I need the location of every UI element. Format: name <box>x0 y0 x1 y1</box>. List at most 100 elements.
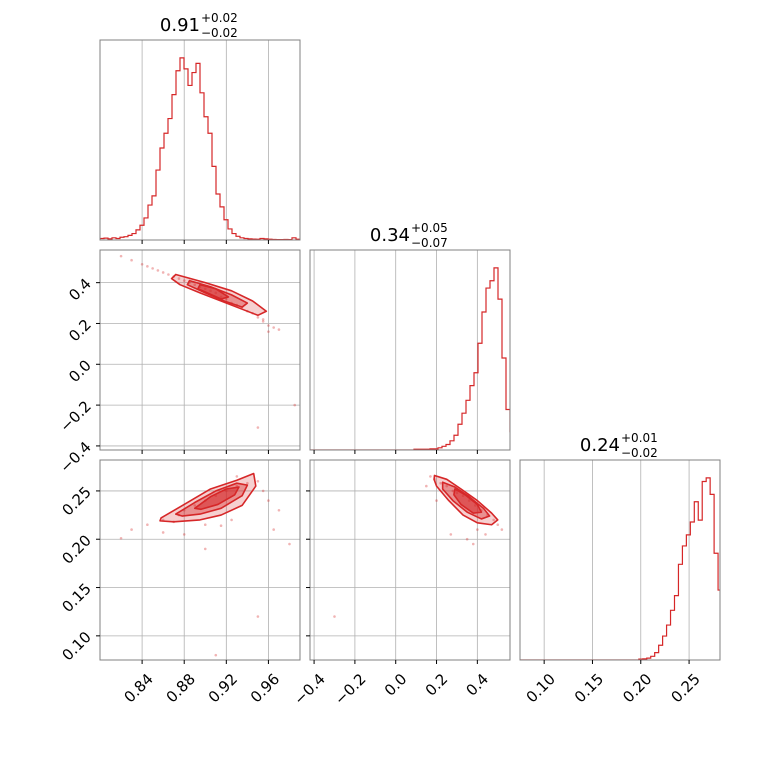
sample-point <box>167 273 170 276</box>
sample-point <box>182 279 186 282</box>
sample-point <box>429 475 432 478</box>
histogram-param-2 <box>309 249 511 454</box>
panel-frame <box>309 249 511 451</box>
sample-point <box>214 291 218 295</box>
x-tick-label: 0.25 <box>667 670 703 706</box>
y-tick-label: −0.2 <box>56 397 94 435</box>
sample-point <box>435 499 438 502</box>
y-tick-label: −0.4 <box>56 438 94 476</box>
sample-point <box>240 305 244 309</box>
x-tick-label: 0.88 <box>163 670 199 706</box>
sample-point <box>251 311 254 315</box>
sample-point <box>467 499 471 502</box>
sample-point <box>474 504 477 507</box>
title-param-3-plus: +0.01 <box>621 431 658 445</box>
y-tick-label: 0.20 <box>58 531 94 567</box>
x-tick-label: 0.4 <box>462 670 492 700</box>
sample-point <box>235 484 239 488</box>
y-tick-label: 0.0 <box>65 356 95 386</box>
sample-point <box>425 484 428 488</box>
x-tick-label: 0.84 <box>121 670 157 706</box>
sample-point <box>161 271 165 274</box>
sample-point <box>439 481 442 485</box>
x-tick-label: −0.4 <box>290 670 328 708</box>
panel-frame <box>99 459 301 661</box>
x-tick-label: 0.2 <box>422 670 452 700</box>
sample-point <box>119 254 123 258</box>
x-tick-label: 0.92 <box>205 670 241 706</box>
sample-point <box>182 533 186 536</box>
sample-point <box>172 520 175 524</box>
x-tick-label: 0.10 <box>523 670 559 706</box>
sample-point <box>130 258 133 262</box>
sample-point <box>172 275 175 278</box>
sample-point <box>480 508 483 512</box>
sample-point <box>230 518 233 522</box>
sample-point <box>486 513 489 517</box>
sample-point <box>256 479 260 483</box>
sample-point <box>177 277 181 280</box>
sample-point <box>119 536 123 540</box>
sample-point <box>333 615 336 618</box>
sample-point <box>256 615 260 618</box>
sample-point <box>193 504 197 507</box>
histogram-step-line <box>310 267 510 450</box>
sample-point <box>433 478 436 481</box>
title-param-2-minus: −0.07 <box>411 236 448 250</box>
sample-point <box>449 533 453 536</box>
title-param-2-value: 0.34 <box>370 225 410 246</box>
sample-point <box>188 281 191 284</box>
sample-point <box>219 524 223 528</box>
sample-point <box>235 303 239 307</box>
sample-point <box>203 287 207 291</box>
sample-point <box>151 267 154 270</box>
sample-point <box>500 528 504 531</box>
sample-point <box>256 426 260 429</box>
histogram-step-line <box>520 477 720 660</box>
title-param-3-minus: −0.02 <box>621 446 658 460</box>
sample-point <box>146 265 149 268</box>
sample-point <box>445 484 449 488</box>
sample-point <box>198 285 202 289</box>
sample-point <box>461 494 465 498</box>
sample-point <box>130 528 133 531</box>
title-param-3-value: 0.24 <box>580 435 620 456</box>
sample-point <box>156 269 160 272</box>
sample-point <box>193 283 197 286</box>
y-tick-label: 0.15 <box>58 580 94 616</box>
sample-point <box>203 547 207 551</box>
sample-point <box>246 309 249 313</box>
sample-point <box>146 523 149 527</box>
sample-point <box>203 499 207 502</box>
scatter-param-3-vs-param-2: −0.4 −0.2 0.0 0.2 0.4 <box>290 459 511 709</box>
sample-point <box>272 528 275 531</box>
x-tick-label: 0.20 <box>619 670 655 706</box>
title-param-2-plus: +0.05 <box>411 221 448 235</box>
sample-point <box>161 518 165 522</box>
sample-point <box>235 475 239 478</box>
sample-point <box>288 542 291 546</box>
panel-frame <box>99 249 301 451</box>
sample-point <box>214 653 218 657</box>
sample-point <box>261 318 265 321</box>
sample-point <box>161 531 165 534</box>
y-tick-label: 0.4 <box>65 275 95 305</box>
sample-point <box>225 489 228 493</box>
y-tick-label: 0.2 <box>65 316 95 346</box>
x-tick-label: −0.2 <box>331 670 369 708</box>
sample-point <box>203 523 207 527</box>
sample-point <box>293 403 297 407</box>
title-param-1-plus: +0.02 <box>201 11 238 25</box>
sample-point <box>496 523 500 527</box>
panel-frame <box>519 459 721 661</box>
panel-frame <box>309 459 511 661</box>
title-param-1-minus: −0.02 <box>201 26 238 40</box>
histogram-param-3: 0.10 0.15 0.20 0.25 <box>519 459 721 706</box>
sample-point <box>182 508 186 512</box>
sample-point <box>267 499 270 502</box>
sample-point <box>272 326 275 329</box>
sample-point <box>492 518 495 522</box>
sample-point <box>484 533 487 536</box>
sample-point <box>246 481 249 485</box>
